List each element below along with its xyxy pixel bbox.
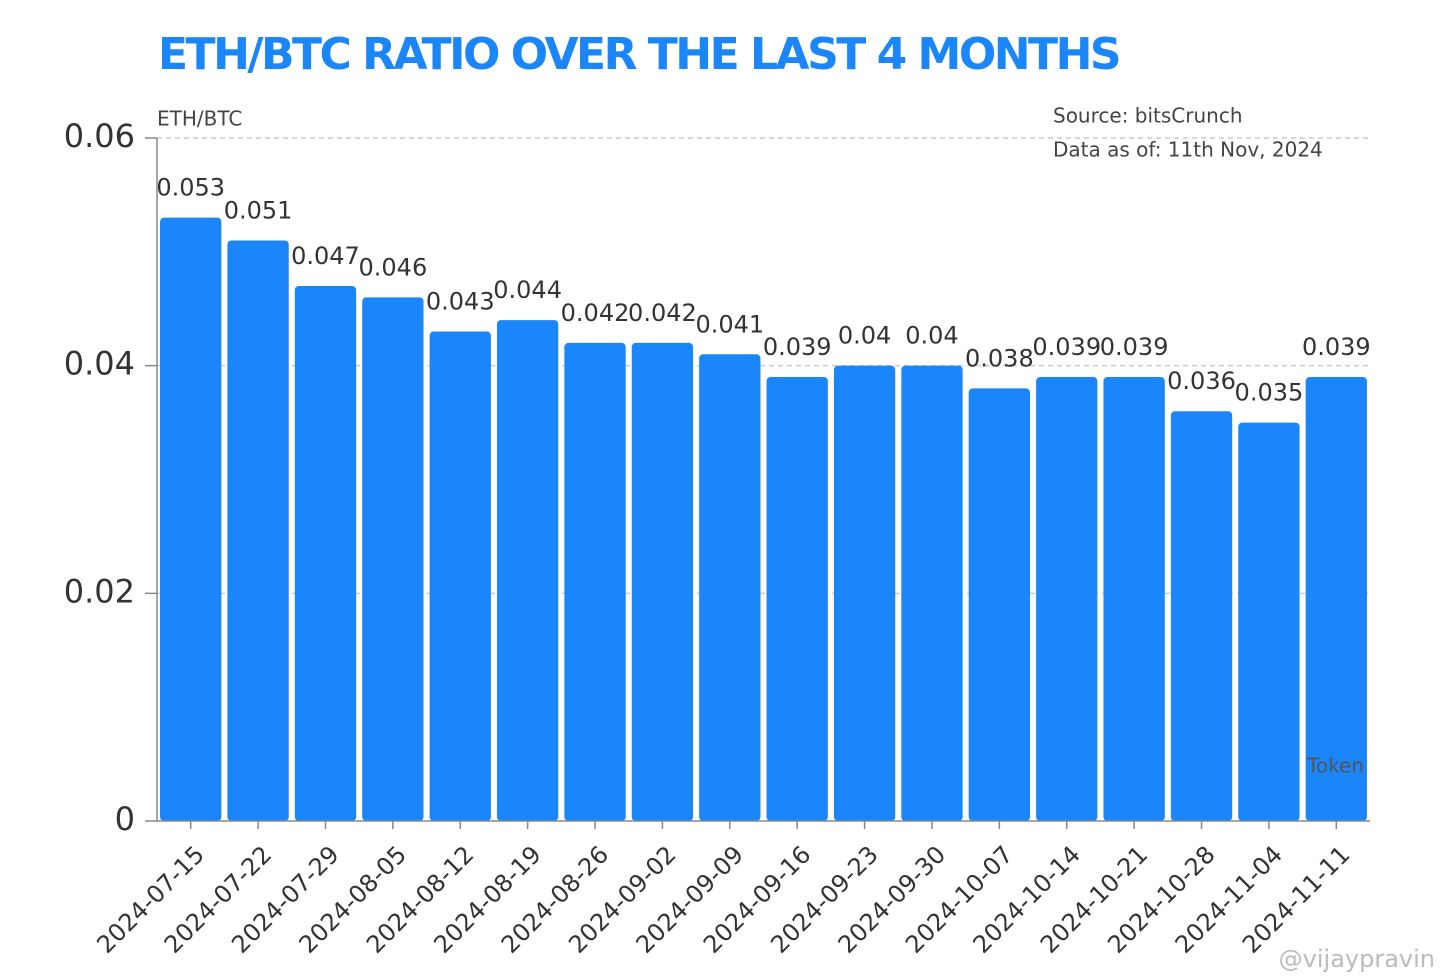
value-label: 0.039	[763, 333, 832, 361]
value-label: 0.039	[1032, 333, 1101, 361]
y-tick-label: 0.02	[64, 572, 135, 610]
value-label: 0.036	[1167, 367, 1236, 395]
value-label: 0.041	[695, 310, 764, 338]
value-label: 0.043	[426, 288, 495, 316]
bar	[968, 388, 1031, 821]
bar	[1305, 377, 1367, 821]
bar	[362, 297, 424, 821]
value-label: 0.042	[628, 299, 697, 327]
bar	[1036, 377, 1098, 821]
bar	[429, 331, 491, 821]
value-label: 0.053	[156, 174, 225, 202]
value-label: 0.04	[905, 322, 958, 350]
value-label: 0.044	[493, 276, 562, 304]
bar	[1238, 422, 1300, 821]
bar	[564, 342, 626, 821]
credit: @vijaypravin	[1279, 945, 1435, 973]
value-label: 0.04	[838, 322, 891, 350]
y-tick-label: 0	[115, 800, 135, 838]
bar	[496, 320, 559, 821]
bar	[901, 365, 963, 821]
bar	[1170, 411, 1233, 821]
bar	[631, 342, 694, 821]
y-tick-label: 0.04	[64, 345, 135, 383]
value-label: 0.047	[291, 242, 360, 270]
value-label: 0.046	[359, 253, 428, 281]
y-tick-label: 0.06	[64, 117, 135, 155]
bar	[833, 365, 896, 821]
data-date: Data as of: 11th Nov, 2024	[1053, 138, 1323, 162]
chart-title: ETH/BTC RATIO OVER THE LAST 4 MONTHS	[158, 29, 1119, 80]
y-axis-label: ETH/BTC	[157, 107, 242, 131]
bar	[294, 285, 357, 821]
value-label: 0.039	[1100, 333, 1169, 361]
source: Source: bitsCrunch	[1053, 104, 1243, 128]
bar	[699, 354, 761, 821]
bar	[160, 217, 222, 821]
value-label: 0.038	[965, 344, 1034, 372]
legend-entry: Token	[1306, 754, 1364, 778]
bar	[766, 377, 828, 821]
value-label: 0.035	[1235, 379, 1304, 407]
value-label: 0.051	[224, 196, 293, 224]
bar	[1103, 377, 1165, 821]
bar	[227, 240, 289, 821]
value-label: 0.042	[561, 299, 630, 327]
value-label: 0.039	[1302, 333, 1371, 361]
